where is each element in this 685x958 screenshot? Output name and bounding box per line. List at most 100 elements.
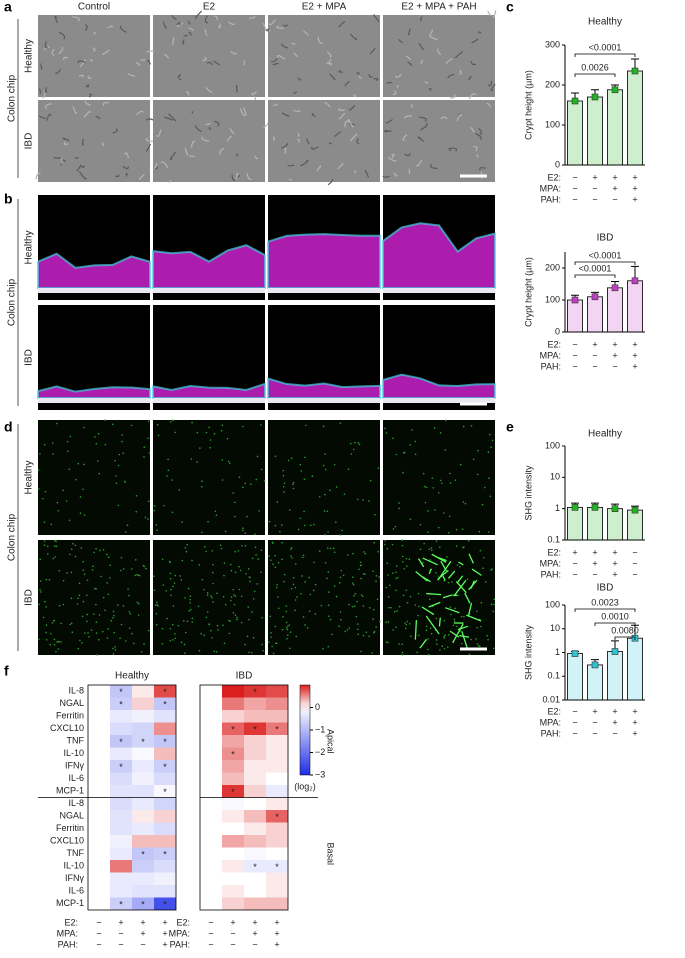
signal: [247, 606, 249, 608]
signal: [233, 501, 236, 504]
signal: [95, 587, 97, 590]
signal: [213, 650, 216, 653]
signal: [161, 627, 164, 630]
membrane: [38, 398, 150, 403]
group-label: Colon chip: [7, 513, 18, 561]
comparison-bracket: [574, 261, 636, 265]
texture: [473, 146, 478, 152]
texture: [280, 43, 289, 49]
signal: [429, 559, 431, 561]
signal: [221, 479, 224, 481]
signal: [438, 492, 440, 494]
signal: [62, 579, 65, 582]
texture: [272, 136, 275, 142]
signal: [203, 588, 205, 591]
signal: [55, 545, 58, 548]
heatmap-cell: [110, 822, 132, 835]
heatmap-cell: [88, 760, 110, 773]
heatmap-cell: [88, 747, 110, 760]
heatmap-cell: [244, 722, 266, 735]
signal: [333, 585, 336, 588]
signal: [38, 603, 40, 606]
texture: [415, 159, 423, 167]
signal: [43, 444, 46, 446]
signal: [392, 572, 394, 574]
heatmap-cell: [222, 760, 244, 773]
texture: [84, 24, 88, 31]
row-label: Healthy: [24, 39, 35, 73]
signal: [93, 551, 95, 554]
texture: [169, 151, 177, 160]
treatment-sign: +: [252, 917, 257, 927]
texture: [160, 161, 169, 169]
signal: [200, 485, 203, 488]
texture: [249, 16, 256, 19]
signal: [355, 615, 358, 618]
signal: [163, 504, 165, 507]
heatmap-cell: [154, 797, 176, 810]
colorbar-tick-label: 0: [315, 702, 320, 712]
signal: [270, 559, 272, 562]
signal: [81, 642, 83, 644]
texture: [83, 110, 91, 118]
comparison-bracket: [614, 636, 636, 640]
texture: [403, 115, 412, 119]
signal: [373, 541, 375, 544]
texture: [254, 155, 259, 160]
signal: [254, 533, 256, 535]
heatmap-cell: [154, 872, 176, 885]
heatmap-cell: [110, 760, 132, 773]
signal: [283, 482, 286, 484]
signal: [50, 523, 53, 526]
texture: [189, 155, 196, 158]
signal: [333, 551, 336, 554]
mean-marker: [571, 97, 579, 105]
treatment-sign: −: [632, 569, 637, 579]
signal: [171, 624, 174, 626]
texture: [188, 31, 193, 36]
signal: [242, 486, 244, 489]
signal: [272, 652, 275, 655]
significance-star: *: [163, 849, 167, 859]
texture: [326, 51, 332, 58]
texture: [424, 81, 429, 84]
heatmap-cell: [154, 747, 176, 760]
fibre: [452, 623, 464, 644]
mean-marker: [591, 504, 599, 511]
signal: [256, 583, 259, 585]
signal: [78, 582, 81, 584]
texture: [407, 28, 411, 36]
texture: [214, 120, 220, 127]
signal: [147, 437, 149, 439]
signal: [56, 501, 59, 504]
signal: [124, 640, 127, 642]
signal: [404, 627, 407, 630]
heatmap-cell: [222, 847, 244, 860]
texture: [231, 174, 236, 181]
bar: [567, 100, 584, 166]
signal: [402, 471, 404, 474]
image-bg: [153, 540, 265, 655]
signal: [69, 623, 71, 626]
y-axis-label: Crypt height (µm): [523, 257, 533, 327]
signal: [114, 646, 116, 648]
texture: [300, 159, 309, 167]
texture: [239, 108, 247, 117]
signal: [447, 581, 450, 584]
signal: [124, 481, 126, 483]
signal: [286, 637, 288, 640]
texture: [329, 73, 336, 81]
heatmap-cell: [154, 860, 176, 873]
signal: [215, 650, 218, 653]
fibre: [447, 570, 456, 579]
signal: [302, 554, 305, 557]
signal: [198, 564, 201, 566]
p-value: 0.0026: [581, 62, 609, 72]
signal: [482, 556, 485, 559]
signal: [122, 452, 124, 454]
texture: [182, 39, 185, 45]
signal: [201, 578, 204, 581]
signal: [252, 598, 255, 600]
signal: [449, 482, 452, 484]
y-tick-label: 0: [555, 159, 560, 169]
